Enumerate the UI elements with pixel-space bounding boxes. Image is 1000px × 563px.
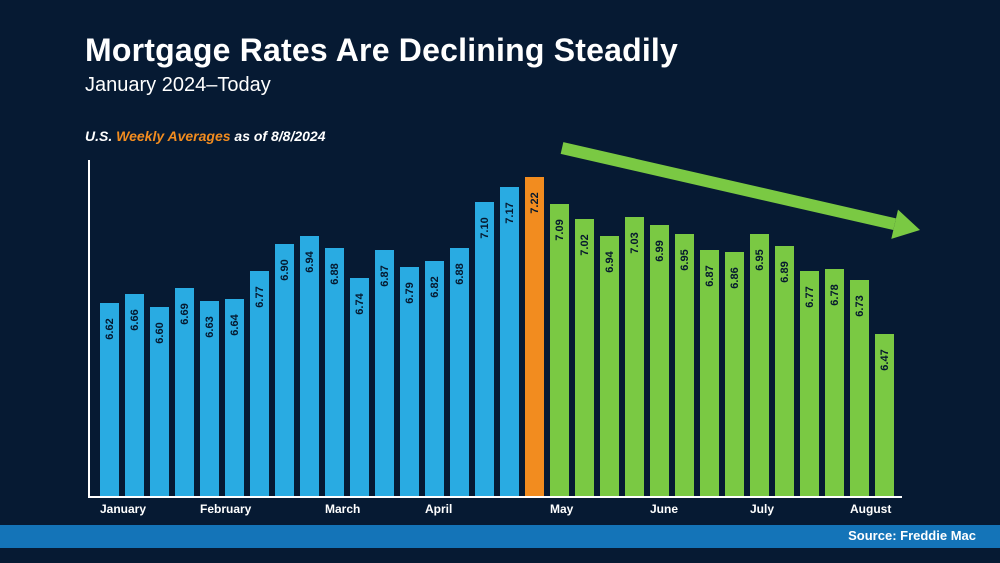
bar-value-label: 6.95 (754, 249, 766, 270)
bar: 6.95 (750, 234, 769, 497)
bar-value-label: 7.03 (629, 232, 641, 253)
month-label: May (550, 502, 573, 516)
bar: 6.73 (850, 280, 869, 496)
bar-value-label: 7.02 (579, 234, 591, 255)
slide-title: Mortgage Rates Are Declining Steadily (85, 32, 678, 69)
bar: 6.74 (350, 278, 369, 496)
month-label: April (425, 502, 452, 516)
bar: 7.10 (475, 202, 494, 496)
bar-value-label: 6.64 (229, 314, 241, 335)
data-note: U.S. Weekly Averages as of 8/8/2024 (85, 128, 325, 144)
bar-value-label: 6.60 (154, 322, 166, 343)
bar: 6.77 (800, 271, 819, 496)
bar-value-label: 6.74 (354, 293, 366, 314)
bar-value-label: 7.17 (504, 203, 516, 224)
bar: 6.82 (425, 261, 444, 496)
note-suffix: as of 8/8/2024 (231, 128, 326, 144)
bar: 6.89 (775, 246, 794, 496)
month-label: June (650, 502, 678, 516)
bar-value-label: 6.82 (429, 276, 441, 297)
bar: 6.95 (675, 234, 694, 497)
bar-value-label: 6.77 (254, 287, 266, 308)
bar-value-label: 6.87 (704, 266, 716, 287)
month-label: August (850, 502, 891, 516)
bar: 6.77 (250, 271, 269, 496)
bar-value-label: 7.09 (554, 219, 566, 240)
bar: 6.88 (325, 248, 344, 496)
bar-value-label: 6.66 (129, 310, 141, 331)
bar: 6.94 (300, 236, 319, 496)
bar: 6.86 (725, 252, 744, 496)
bar: 6.79 (400, 267, 419, 496)
bar-value-label: 7.22 (529, 192, 541, 213)
bar-value-label: 6.90 (279, 259, 291, 280)
x-axis-line (88, 496, 902, 498)
bar-value-label: 6.99 (654, 240, 666, 261)
bar: 7.22 (525, 177, 544, 496)
note-highlight: Weekly Averages (116, 128, 230, 144)
bar: 6.69 (175, 288, 194, 496)
bar: 6.78 (825, 269, 844, 496)
bar-value-label: 6.88 (329, 263, 341, 284)
bar-value-label: 6.86 (729, 268, 741, 289)
source-label: Source: Freddie Mac (848, 528, 976, 543)
bar: 6.90 (275, 244, 294, 496)
bar: 6.64 (225, 299, 244, 496)
month-label: January (100, 502, 146, 516)
bar-value-label: 6.94 (604, 251, 616, 272)
bar-value-label: 6.95 (679, 249, 691, 270)
bar-value-label: 6.94 (304, 251, 316, 272)
y-axis-line (88, 160, 90, 498)
bar: 6.88 (450, 248, 469, 496)
bar-value-label: 6.63 (204, 316, 216, 337)
bar-value-label: 6.89 (779, 261, 791, 282)
bar-value-label: 6.79 (404, 282, 416, 303)
bar-value-label: 6.87 (379, 266, 391, 287)
bar-value-label: 6.73 (854, 295, 866, 316)
bar: 7.02 (575, 219, 594, 496)
bar: 6.47 (875, 334, 894, 496)
bar: 6.99 (650, 225, 669, 496)
bar-value-label: 7.10 (479, 217, 491, 238)
bar-value-label: 6.77 (804, 287, 816, 308)
month-label: July (750, 502, 774, 516)
bar-value-label: 6.88 (454, 263, 466, 284)
bar: 6.63 (200, 301, 219, 496)
bar: 6.60 (150, 307, 169, 496)
bar-value-label: 6.69 (179, 303, 191, 324)
bar: 6.94 (600, 236, 619, 496)
slide-subtitle: January 2024–Today (85, 74, 271, 97)
bar: 7.03 (625, 217, 644, 496)
bar-value-label: 6.62 (104, 318, 116, 339)
bar: 6.66 (125, 294, 144, 496)
slide-root: Mortgage Rates Are Declining Steadily Ja… (0, 0, 1000, 563)
bar: 6.87 (700, 250, 719, 496)
bar-value-label: 6.78 (829, 284, 841, 305)
month-label: February (200, 502, 251, 516)
bar: 7.17 (500, 187, 519, 496)
month-label: March (325, 502, 360, 516)
bar: 7.09 (550, 204, 569, 496)
bar-value-label: 6.47 (879, 350, 891, 371)
bar: 6.87 (375, 250, 394, 496)
note-prefix: U.S. (85, 128, 116, 144)
bar: 6.62 (100, 303, 119, 496)
